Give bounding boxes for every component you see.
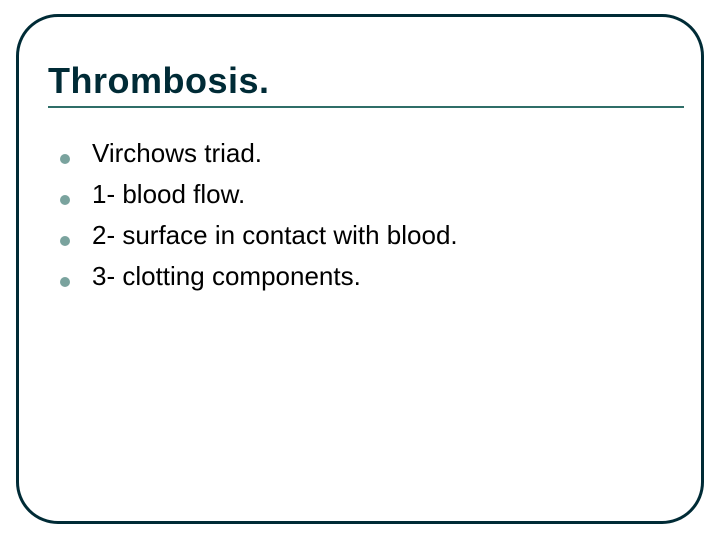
list-item: Virchows triad. — [60, 136, 684, 171]
bullet-text: 2- surface in contact with blood. — [92, 218, 458, 253]
bullet-dot-icon — [60, 236, 70, 246]
bullet-text: Virchows triad. — [92, 136, 262, 171]
bullet-dot-icon — [60, 154, 70, 164]
bullet-dot-icon — [60, 277, 70, 287]
slide-title: Thrombosis. — [48, 60, 684, 108]
bullet-text: 1- blood flow. — [92, 177, 245, 212]
list-item: 2- surface in contact with blood. — [60, 218, 684, 253]
list-item: 3- clotting components. — [60, 259, 684, 294]
bullet-dot-icon — [60, 195, 70, 205]
bullet-text: 3- clotting components. — [92, 259, 361, 294]
slide-content: Thrombosis. Virchows triad. 1- blood flo… — [48, 60, 684, 300]
slide: Thrombosis. Virchows triad. 1- blood flo… — [0, 0, 720, 540]
bullet-list: Virchows triad. 1- blood flow. 2- surfac… — [48, 136, 684, 294]
list-item: 1- blood flow. — [60, 177, 684, 212]
